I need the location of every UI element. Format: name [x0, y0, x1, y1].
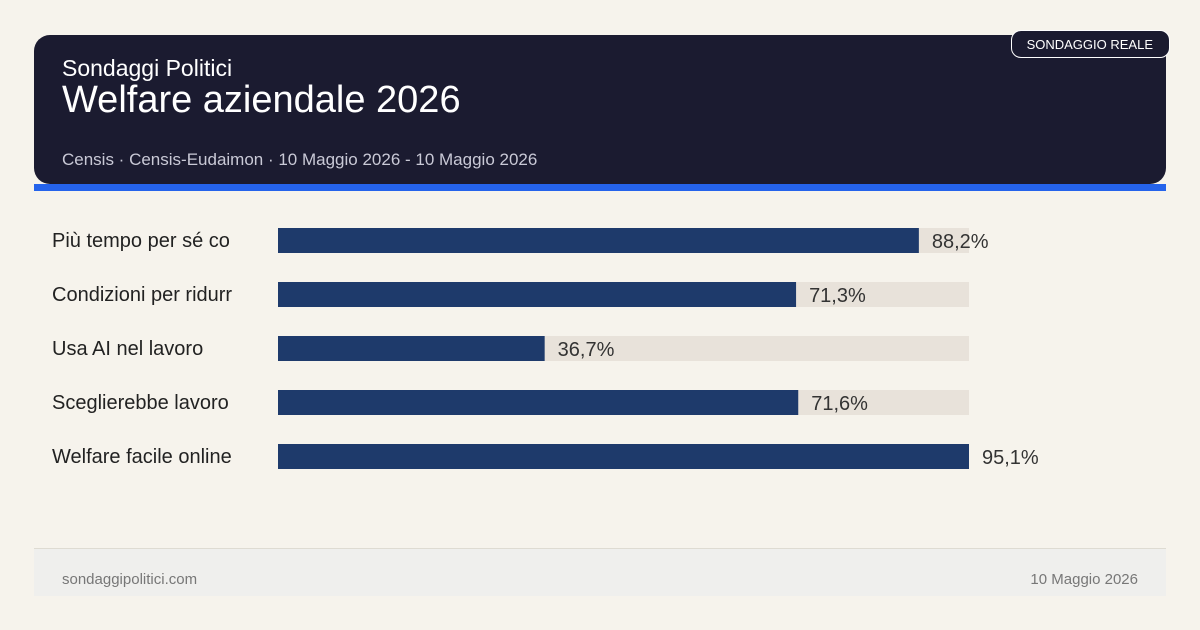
- bar: [278, 282, 797, 307]
- header-panel: Sondaggi Politici Welfare aziendale 2026…: [34, 35, 1166, 184]
- value-label: 71,3%: [809, 285, 866, 307]
- header-accent-line: [34, 184, 1166, 191]
- value-label: 95,1%: [982, 447, 1039, 469]
- category-label: Usa AI nel lavoro: [52, 338, 203, 360]
- status-badge-label: SONDAGGIO REALE: [1026, 36, 1153, 52]
- footer-site: sondaggipolitici.com: [62, 571, 198, 588]
- category-label: Sceglierebbe lavoro: [52, 392, 229, 414]
- bar: [278, 444, 969, 469]
- value-label: 36,7%: [558, 339, 615, 361]
- category-label: Condizioni per ridurr: [52, 284, 232, 306]
- brand-name: Sondaggi Politici: [62, 55, 233, 81]
- bar: [278, 336, 545, 361]
- footer: sondaggipolitici.com 10 Maggio 2026: [34, 548, 1166, 596]
- page-title: Welfare aziendale 2026: [62, 79, 461, 121]
- poll-meta: Censis · Censis-Eudaimon · 10 Maggio 202…: [62, 150, 538, 169]
- category-label: Più tempo per sé co: [52, 230, 230, 252]
- bar: [278, 390, 799, 415]
- footer-date: 10 Maggio 2026: [1030, 571, 1138, 588]
- bar: [278, 228, 919, 253]
- value-label: 88,2%: [932, 231, 989, 253]
- category-label: Welfare facile online: [52, 446, 232, 468]
- value-label: 71,6%: [811, 393, 868, 415]
- status-badge: SONDAGGIO REALE: [1011, 30, 1170, 58]
